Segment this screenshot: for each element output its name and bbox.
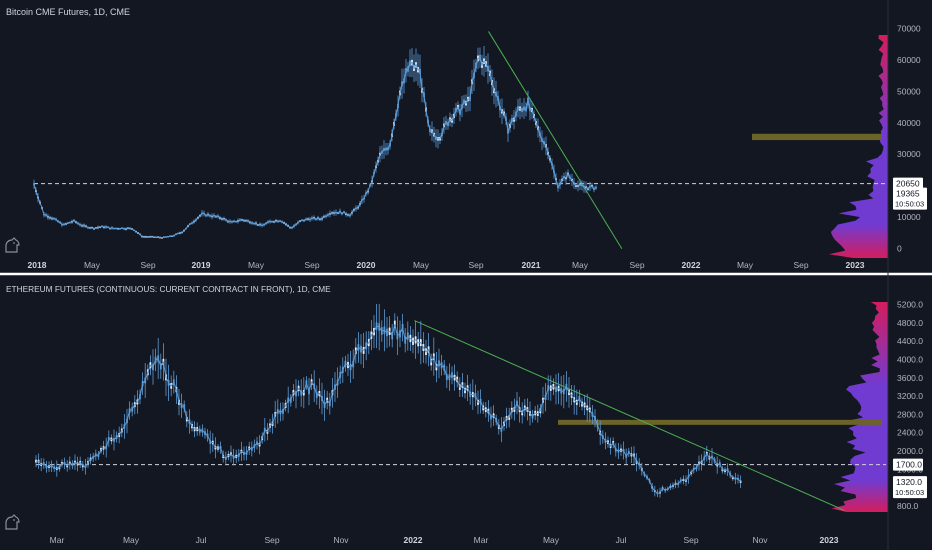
price-tick-label: 800.0 <box>897 501 919 511</box>
bitcoin-level-label: 20650 <box>896 179 920 189</box>
ethereum-time-axis[interactable]: Mar May Jul Sep Nov 2022 Mar May Jul Sep Nov 2023 <box>50 535 839 545</box>
bitcoin-price-line <box>33 56 597 239</box>
price-tick-label: 2400.0 <box>897 428 923 438</box>
time-tick-label: May <box>248 260 265 270</box>
price-tick-label: 5200.0 <box>897 300 923 310</box>
ethereum-trendline[interactable] <box>414 320 845 511</box>
bitcoin-pane[interactable]: 700006000050000400003000020000100000 201… <box>5 7 927 270</box>
time-tick-label: 2021 <box>522 260 541 270</box>
time-tick-label: May <box>84 260 101 270</box>
bitcoin-level-label-box <box>893 177 923 190</box>
time-tick-label: 2019 <box>192 260 211 270</box>
ethereum-price-labels: 1700.0 1320.0 10:50:03 <box>893 458 927 499</box>
time-tick-label: Sep <box>140 260 155 270</box>
time-tick-label: May <box>123 535 140 545</box>
price-tick-label: 30000 <box>897 149 921 159</box>
price-tick-label: 70000 <box>897 23 921 33</box>
price-tick-label: 4000.0 <box>897 354 923 364</box>
time-tick-label: Nov <box>752 535 768 545</box>
price-tick-label: 3200.0 <box>897 391 923 401</box>
ethereum-pane[interactable]: 5200.0 4800.0 4400.0 4000.0 3600.0 3200.0 2800… <box>5 284 927 545</box>
time-tick-label: 2022 <box>682 260 701 270</box>
ethereum-chart-title: ETHEREUM FUTURES (CONTINUOUS: CURRENT CO… <box>6 284 331 294</box>
candle-body <box>33 183 35 186</box>
time-tick-label: Mar <box>50 535 65 545</box>
ethereum-level-label-box <box>893 458 923 471</box>
price-tick-label: 2000.0 <box>897 446 923 456</box>
time-tick-label: May <box>413 260 430 270</box>
ethereum-resistance-zone[interactable] <box>558 419 882 425</box>
time-tick-label: May <box>572 260 589 270</box>
time-tick-label: Sep <box>264 535 279 545</box>
ethereum-price-line <box>35 324 741 494</box>
price-tick-label: 50000 <box>897 86 921 96</box>
bitcoin-countdown-label: 10:50:03 <box>895 200 924 209</box>
time-tick-label: 2023 <box>846 260 865 270</box>
time-tick-label: 2018 <box>28 260 47 270</box>
bitcoin-volume-profile <box>828 35 888 258</box>
time-tick-label: May <box>737 260 754 270</box>
price-tick-label: 40000 <box>897 118 921 128</box>
ethereum-countdown-label: 10:50:03 <box>895 488 924 497</box>
time-tick-label: Nov <box>333 535 349 545</box>
price-tick-label: 4800.0 <box>897 318 923 328</box>
bitcoin-price-labels: 20650 19365 10:50:03 <box>893 177 927 210</box>
price-tick-label: 0 <box>897 244 902 254</box>
price-tick-label: 3600.0 <box>897 373 923 383</box>
ethereum-level-label: 1700.0 <box>896 460 922 470</box>
ethereum-price-axis[interactable]: 5200.0 4800.0 4400.0 4000.0 3600.0 3200.0 2800… <box>897 300 923 511</box>
volume-profile-shape <box>828 35 888 258</box>
ethereum-price-label-box <box>893 476 927 499</box>
price-tick-label: 10000 <box>897 212 921 222</box>
bitcoin-time-axis[interactable]: 2018 May Sep 2019 May Sep 2020 May Sep 2021 May Sep… <box>28 260 865 270</box>
price-tick-label: 2800.0 <box>897 409 923 419</box>
bitcoin-chart-title: Bitcoin CME Futures, 1D, CME <box>6 7 130 17</box>
ethereum-price-label: 1320.0 <box>896 477 922 487</box>
tradingview-logo-icon <box>5 237 20 253</box>
bitcoin-price-label-box <box>893 187 927 210</box>
bitcoin-trendline[interactable] <box>488 31 623 249</box>
price-tick-label: 60000 <box>897 55 921 65</box>
time-tick-label: 2023 <box>820 535 839 545</box>
time-tick-label: Sep <box>793 260 808 270</box>
price-tick-label: 4400.0 <box>897 336 923 346</box>
ethereum-volume-profile <box>831 302 888 512</box>
volume-profile-shape <box>831 302 888 512</box>
time-tick-label: Jul <box>616 535 627 545</box>
time-tick-label: May <box>543 535 560 545</box>
time-tick-label: 2022 <box>404 535 423 545</box>
time-tick-label: Sep <box>304 260 319 270</box>
time-tick-label: 2020 <box>357 260 376 270</box>
tradingview-logo-icon <box>5 514 20 530</box>
bitcoin-price-label: 19365 <box>896 189 920 199</box>
time-tick-label: Jul <box>196 535 207 545</box>
time-tick-label: Sep <box>468 260 483 270</box>
time-tick-label: Sep <box>683 535 698 545</box>
bitcoin-resistance-zone[interactable] <box>752 133 882 141</box>
time-tick-label: Mar <box>474 535 489 545</box>
time-tick-label: Sep <box>629 260 644 270</box>
candle-body <box>739 480 742 483</box>
